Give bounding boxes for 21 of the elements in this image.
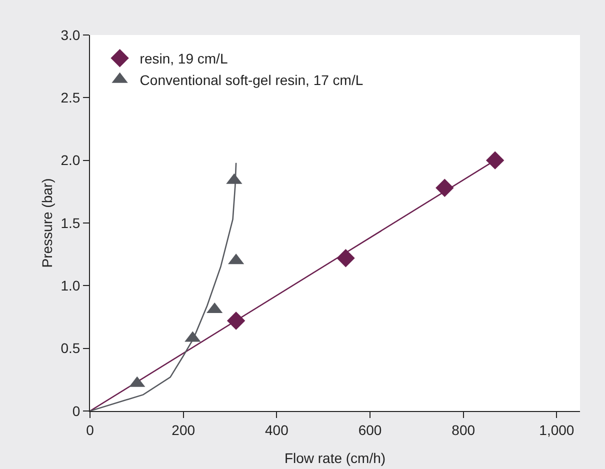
y-tick-label: 3.0: [60, 26, 80, 43]
x-tick-label: 0: [86, 422, 94, 438]
x-tick-label: 600: [358, 422, 382, 438]
point: [336, 248, 355, 268]
point: [436, 178, 454, 198]
y-tick-label: 0.5: [60, 340, 80, 356]
y-tick-label: 0: [72, 402, 80, 419]
legend-label: resin, 19 cm/L: [140, 50, 228, 67]
x-tick-label: 200: [172, 422, 196, 438]
x-tick-label: 800: [452, 422, 476, 438]
y-axis-title: Pressure (bar): [39, 178, 55, 268]
y-tick-label: 2.5: [60, 90, 80, 106]
x-axis-title: Flow rate (cm/h): [284, 450, 386, 466]
point: [226, 312, 246, 330]
y-tick-label: 1.5: [60, 214, 80, 231]
y-tick-label: 1.0: [60, 278, 80, 294]
y-tick-label: 2.0: [60, 152, 80, 168]
legend-label: Conventional soft-gel resin, 17 cm/L: [140, 72, 364, 88]
point: [486, 151, 504, 170]
x-tick-label: 400: [264, 422, 289, 438]
x-tick-label: 1,000: [539, 422, 574, 438]
